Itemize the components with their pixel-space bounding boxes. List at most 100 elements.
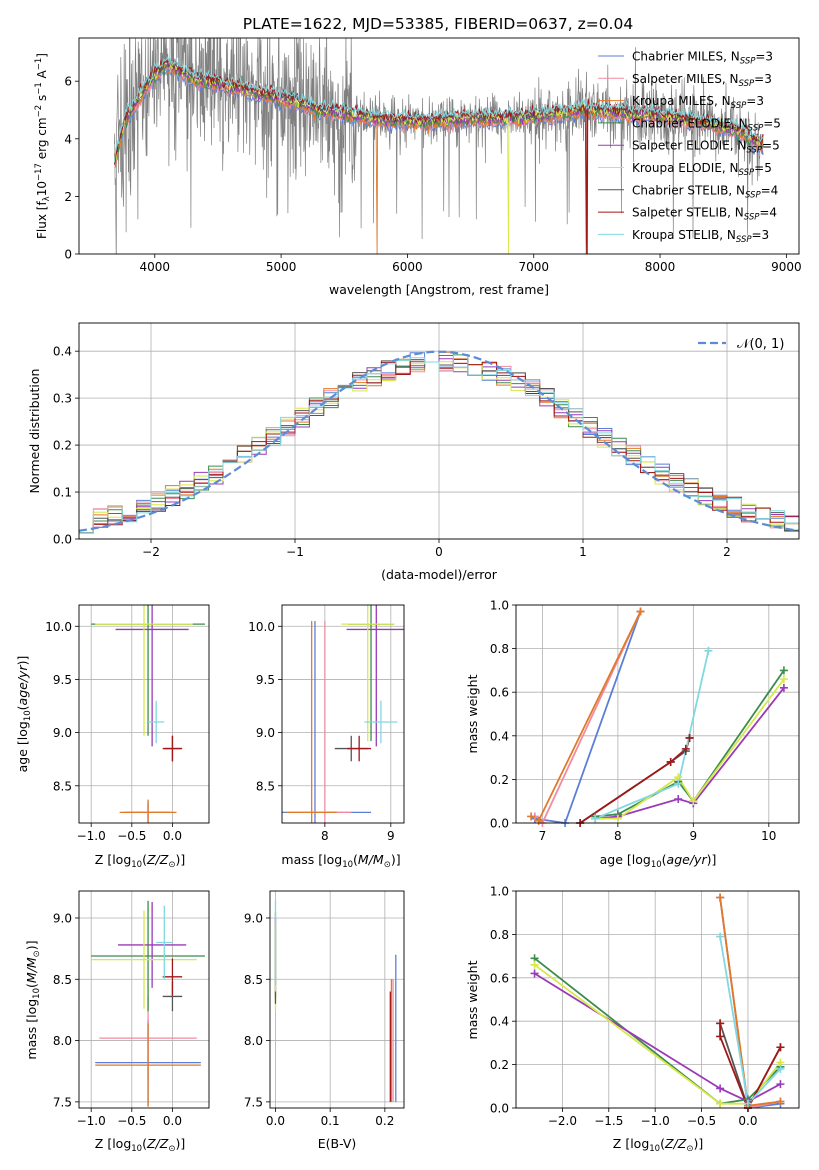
y-tick-label: 9.0 <box>53 911 72 925</box>
y-tick-label: 1.0 <box>490 885 509 899</box>
y-tick-label: 1.0 <box>490 599 509 613</box>
x-tick-label: 0.1 <box>321 1114 340 1128</box>
x-tick-label: 7 <box>539 829 547 843</box>
y-tick-label: 0.0 <box>490 817 509 831</box>
model-spectrum-kroupa-elodie <box>113 59 764 254</box>
y-tick-label: 4 <box>64 132 72 146</box>
plot-area-age_Z <box>91 605 205 823</box>
y-tick-label: 0.0 <box>53 533 72 547</box>
y-axis-label: mass [log10(M/M⊙)] <box>24 940 42 1059</box>
axes-frame <box>281 604 405 824</box>
y-tick-label: 10.0 <box>248 620 275 634</box>
y-tick-label: 0.6 <box>490 686 509 700</box>
weight-marker <box>681 744 690 753</box>
axes-frame <box>78 890 210 1109</box>
y-tick-label: 9.0 <box>53 726 72 740</box>
legend-label: 𝒩(0, 1) <box>737 337 784 352</box>
x-tick-label: 1 <box>579 545 587 559</box>
plot-area-weight_Z <box>534 897 782 1108</box>
x-tick-label: −2 <box>142 545 160 559</box>
y-tick-label: 9.0 <box>256 726 275 740</box>
panel-age_Z: −1.0 −0.5 0.0 8.5 9.0 9.5 10.0 Z [log10(Z/Z⊙)] a… <box>15 604 210 870</box>
model-spectrum-kroupa-stelib <box>113 55 764 163</box>
y-axis-label: mass weight <box>465 960 480 1039</box>
x-tick-label: −1 <box>286 545 304 559</box>
x-axis-label: (data-model)/error <box>381 567 498 582</box>
normal-reference-curve <box>79 350 799 532</box>
plot-area-mass_Z <box>91 900 205 1107</box>
plot-area-spectrum <box>113 38 764 254</box>
x-tick-label: −0.5 <box>687 1114 716 1128</box>
x-axis-label: wavelength [Angstrom, rest frame] <box>329 282 549 297</box>
y-tick-label: 9.5 <box>256 673 275 687</box>
weight-line-salpeter-elodie <box>595 687 785 820</box>
axes-frame <box>515 604 800 824</box>
weight-marker <box>666 757 675 766</box>
weight-line-salpeter-elodie <box>534 972 781 1103</box>
x-tick-label: 0 <box>435 545 443 559</box>
x-tick-label: 0.0 <box>163 1114 182 1128</box>
figure-title: PLATE=1622, MJD=53385, FIBERID=0637, z=0… <box>243 15 633 33</box>
legend-label: Chabrier STELIB, NSSP=4 <box>632 183 778 200</box>
weight-marker <box>776 1080 785 1089</box>
y-tick-label: 0.4 <box>53 345 72 359</box>
weight-marker <box>716 1084 725 1093</box>
y-tick-label: 0.3 <box>53 392 72 406</box>
weight-line-chabrier-miles <box>534 611 642 823</box>
x-axis-label: E(B-V) <box>318 1136 357 1151</box>
x-tick-label: 0.0 <box>163 829 182 843</box>
y-tick-label: 10.0 <box>45 620 72 634</box>
plot-area-residuals <box>79 350 799 534</box>
y-axis-label: Flux [fλ10−17 erg cm−2 s−1 A−1] <box>34 53 52 239</box>
plot-area-weight_age <box>530 611 785 823</box>
weight-marker <box>776 1043 785 1052</box>
x-tick-label: −1.0 <box>641 1114 670 1128</box>
x-tick-label: 8 <box>321 829 329 843</box>
panel-spectrum: 4000 5000 6000 7000 8000 9000 0 2 4 6 wavelength [… <box>34 37 802 297</box>
x-tick-label: 9 <box>690 829 698 843</box>
x-tick-label: 6000 <box>392 260 423 274</box>
weight-marker <box>534 816 543 825</box>
x-tick-label: 0.0 <box>738 1114 757 1128</box>
y-tick-label: 0.4 <box>490 729 509 743</box>
y-tick-label: 8.5 <box>244 973 263 987</box>
axes-frame <box>269 890 405 1109</box>
legend: Chabrier MILES, NSSP=3 Salpeter MILES, NS… <box>598 50 781 245</box>
legend-label: Chabrier ELODIE, NSSP=5 <box>632 116 781 133</box>
x-axis-label: age [log10(age/yr)] <box>600 852 717 870</box>
weight-marker <box>527 812 536 821</box>
legend-label: Salpeter ELODIE, NSSP=5 <box>632 139 780 156</box>
y-axis-label: mass weight <box>465 674 480 753</box>
panel-residuals: −2 −1 0 1 2 0.0 0.1 0.2 0.3 0.4 𝒩(0, 1) (data-model… <box>27 322 800 582</box>
weight-marker <box>530 960 539 969</box>
weight-line-kroupa-stelib <box>594 650 710 820</box>
panel-weight_Z: −2.0 −1.5 −1.0 −0.5 0.0 0.0 0.2 0.4 0.6 0.8 1.0 Z [… <box>465 885 800 1154</box>
x-axis-label: Z [log10(Z/Z⊙)] <box>613 1136 703 1154</box>
weight-marker <box>716 1019 725 1028</box>
y-tick-label: 9.5 <box>53 673 72 687</box>
y-axis-label: age [log10(age/yr)] <box>15 656 33 773</box>
x-tick-label: 9 <box>387 829 395 843</box>
y-tick-label: 8.0 <box>53 1034 72 1048</box>
y-tick-label: 9.0 <box>244 911 263 925</box>
legend-label: Kroupa ELODIE, NSSP=5 <box>632 161 772 178</box>
y-tick-label: 0.8 <box>490 642 509 656</box>
x-axis-label: Z [log10(Z/Z⊙)] <box>95 1136 185 1154</box>
weight-marker <box>716 1099 725 1108</box>
y-tick-label: 7.5 <box>53 1095 72 1109</box>
axes-frame <box>78 604 210 824</box>
weight-marker <box>716 1032 725 1041</box>
model-spectrum-kroupa-miles <box>113 64 764 254</box>
legend-label: Kroupa STELIB, NSSP=3 <box>632 228 769 245</box>
weight-marker <box>779 675 788 684</box>
x-axis-label: mass [log10(M/M⊙)] <box>281 852 400 870</box>
panel-mass_EBV: 0.0 0.1 0.2 7.5 8.0 8.5 9.0 E(B-V) <box>244 890 405 1151</box>
y-tick-label: 0.4 <box>490 1015 509 1029</box>
x-tick-label: −1.0 <box>77 829 106 843</box>
histogram-salpeter-elodie <box>79 358 799 534</box>
axes-frame <box>515 890 800 1109</box>
x-tick-label: 5000 <box>266 260 297 274</box>
legend-label: Chabrier MILES, NSSP=3 <box>632 50 773 67</box>
weight-line-salpeter-stelib <box>719 1023 782 1108</box>
